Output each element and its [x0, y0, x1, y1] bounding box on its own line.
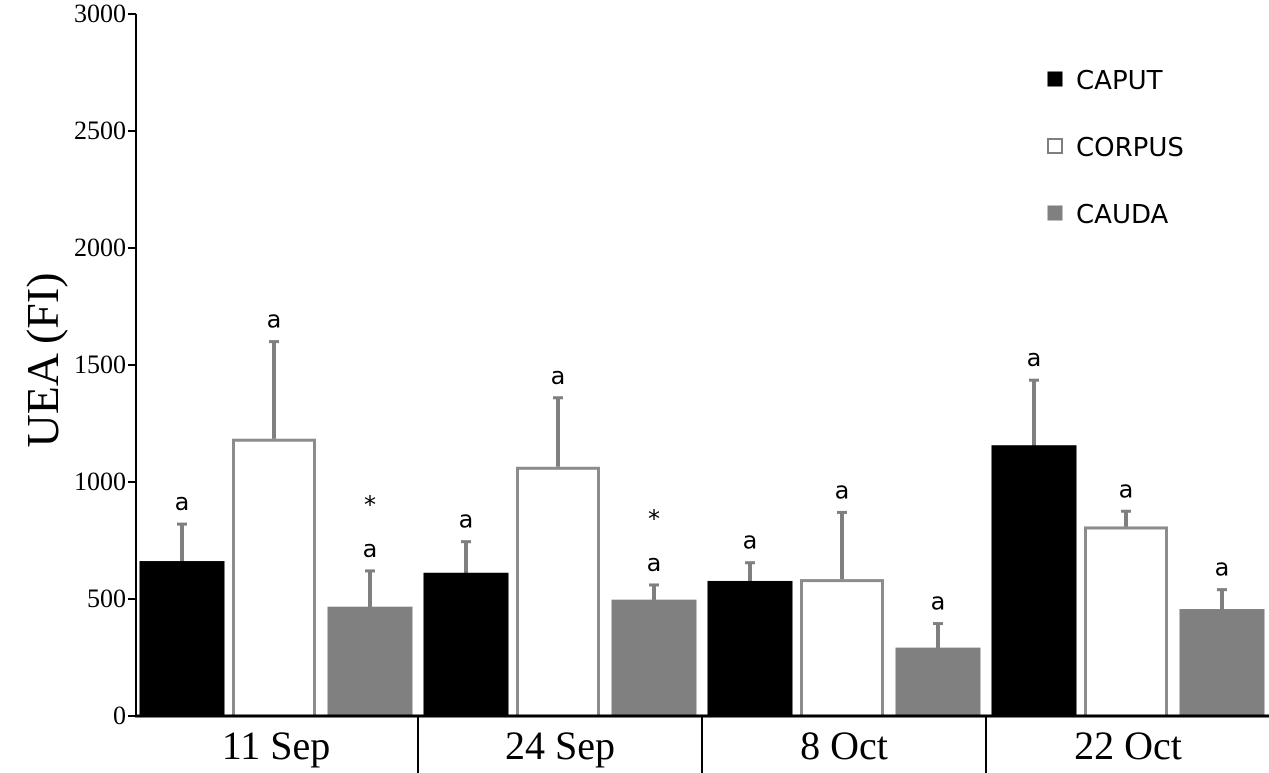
- y-tick-label: 500: [87, 584, 126, 613]
- bar-cauda: [1179, 609, 1265, 717]
- significance-asterisk: *: [648, 505, 660, 533]
- bar-corpus: [516, 466, 600, 718]
- bar-caput: [423, 572, 509, 717]
- x-tick-label: 24 Sep: [505, 723, 615, 768]
- significance-letter: a: [267, 306, 282, 334]
- y-tick-label: 1000: [74, 467, 126, 496]
- bar-caput: [139, 561, 225, 717]
- bar-cauda: [327, 606, 413, 717]
- y-axis: 0 500 1000 1500 2000 2500 3000: [74, 0, 137, 730]
- bar-corpus: [1084, 526, 1168, 718]
- legend-swatch-cauda: [1047, 205, 1063, 221]
- x-axis: 11 Sep 24 Sep 8 Oct 22 Oct: [135, 714, 1269, 773]
- significance-letter: a: [1215, 554, 1230, 582]
- significance-letter: a: [835, 476, 850, 504]
- bar-caput: [991, 445, 1077, 717]
- legend-swatch-caput: [1047, 71, 1063, 87]
- y-tick-label: 0: [113, 701, 126, 730]
- significance-letter: a: [1119, 475, 1134, 503]
- bar-cauda: [895, 647, 981, 717]
- x-tick-label: 8 Oct: [800, 723, 888, 768]
- y-tick-label: 2000: [74, 233, 126, 262]
- x-tick-label: 11 Sep: [222, 723, 331, 768]
- significance-letter: a: [647, 549, 662, 577]
- significance-letter: a: [175, 488, 190, 516]
- legend-swatch-corpus: [1047, 138, 1063, 154]
- legend-label-corpus: CORPUS: [1076, 133, 1184, 163]
- significance-letter: a: [551, 362, 566, 390]
- significance-letter: a: [1027, 344, 1042, 372]
- bar-cauda: [611, 599, 697, 717]
- y-tick-label: 3000: [74, 0, 126, 28]
- significance-letter: a: [363, 535, 378, 563]
- bars-group: a a a a a a a a a * a * a a: [139, 306, 1265, 718]
- legend-label-caput: CAPUT: [1076, 66, 1163, 96]
- x-tick-label: 22 Oct: [1074, 723, 1182, 768]
- y-tick-label: 2500: [74, 116, 126, 145]
- significance-letter: a: [459, 506, 474, 534]
- bar-corpus: [232, 438, 316, 718]
- legend-label-cauda: CAUDA: [1076, 200, 1169, 230]
- significance-letter: a: [743, 527, 758, 555]
- bar-corpus: [800, 579, 884, 718]
- significance-asterisk: *: [364, 491, 376, 519]
- significance-letter: a: [931, 588, 946, 616]
- y-axis-label: UEA (FI): [17, 272, 68, 447]
- y-tick-label: 1500: [74, 350, 126, 379]
- legend: CAPUT CORPUS CAUDA: [1047, 66, 1184, 230]
- bar-caput: [707, 580, 793, 717]
